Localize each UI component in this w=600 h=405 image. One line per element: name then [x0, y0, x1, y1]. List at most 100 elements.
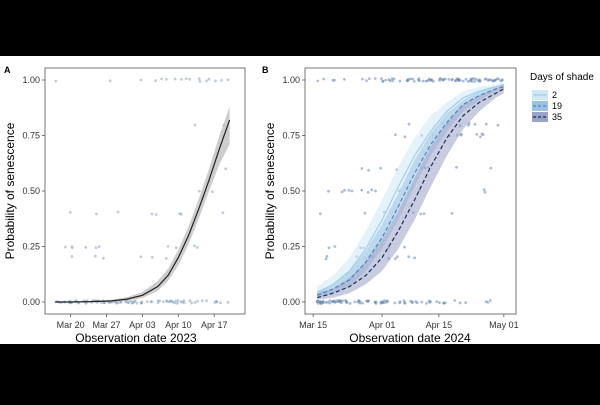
chart_data-1-data-point [367, 168, 370, 172]
chart_data-0-data-point [198, 80, 202, 83]
chart_data-1-data-point [347, 188, 351, 192]
chart_data-0-data-point [197, 189, 201, 193]
chart_data-1-data-point [464, 77, 468, 81]
chart_data-0-data-point [190, 301, 194, 305]
chart_data-1-data-point [348, 302, 352, 305]
chart_data-0-data-point [205, 79, 208, 83]
chart_data-1-data-point [442, 77, 445, 81]
chart_data-1-data-point [422, 212, 426, 216]
chart_data-1-data-point [321, 299, 325, 303]
chart_data-0-data-point [156, 299, 160, 303]
chart_data-1-data-point [337, 299, 341, 303]
chart_data-0-data-point [150, 212, 154, 216]
chart_data-1-data-point [361, 301, 364, 305]
chart_data-1-data-point [473, 80, 476, 83]
panel-b-x-axis-title: Observation date 2024 [349, 331, 471, 345]
chart_data-0-data-point [94, 246, 98, 250]
chart_data-0-x-tick-label: Apr 10 [165, 320, 192, 330]
chart_data-1-x-tick-label: Apr 01 [369, 320, 396, 330]
chart_data-1-data-point [481, 133, 485, 137]
chart_data-0-data-point [173, 301, 177, 305]
chart_data-1-data-point [413, 256, 416, 260]
chart_data-1-data-point [438, 79, 441, 82]
panel-a-x-axis-title: Observation date 2023 [75, 331, 197, 345]
panel-b-line-2 [316, 83, 504, 294]
chart_data-0-data-point [100, 301, 103, 304]
chart_data-1-data-point [318, 212, 322, 216]
chart_data-1-data-point [499, 79, 503, 83]
chart_data-1-data-point [402, 299, 406, 303]
chart_data-0-data-point [195, 246, 199, 249]
chart_data-1-data-point [484, 122, 488, 126]
chart_data-0-data-point [224, 167, 228, 171]
chart_data-1-data-point [429, 300, 432, 303]
chart_data-0-data-point [140, 301, 143, 304]
chart_data-1-data-point [393, 301, 397, 305]
chart_data-1-data-point [360, 167, 364, 170]
chart_data-0-data-point [162, 300, 165, 304]
chart_data-1-data-point [416, 78, 420, 82]
chart_data-0-data-point [164, 77, 168, 81]
chart_data-0-data-point [95, 212, 98, 216]
chart_data-0-data-point [54, 79, 58, 83]
chart_data-1-data-point [398, 79, 402, 83]
chart_data-0-data-point [200, 299, 204, 303]
chart_data-1-data-point [356, 300, 360, 304]
chart_data-1-data-point [387, 78, 391, 81]
chart_data-1-data-point [438, 301, 441, 304]
chart_data-0-data-point [221, 211, 225, 215]
chart_data-0-data-point [131, 300, 135, 304]
chart_data-1-y-tick-label: 1.00 [282, 75, 300, 85]
chart_data-1-data-point [497, 77, 501, 81]
chart_data-0-data-point [188, 77, 192, 81]
legend-title: Days of shade [530, 72, 594, 83]
chart_data-1-data-point [407, 122, 411, 126]
chart_data-1-data-point [421, 79, 425, 83]
chart_data-0-data-point [207, 77, 211, 81]
chart_data-1-data-point [483, 190, 487, 194]
chart_data-1-data-point [373, 77, 377, 80]
panel-b-label: B [262, 65, 269, 75]
chart_data-1-x-tick-label: Mar 15 [299, 320, 327, 330]
chart_data-0-data-point [176, 299, 180, 303]
chart_data-1-y-tick-label: 0.25 [282, 242, 300, 252]
chart_data-0-data-point [154, 213, 158, 216]
chart_data-0-data-point [116, 210, 120, 214]
chart_data-1-data-point [365, 79, 368, 82]
chart_data-0-data-point [164, 257, 168, 260]
chart_data-0-data-point [173, 77, 177, 81]
chart_data-1-data-point [340, 190, 344, 194]
chart_data-0-data-point [150, 255, 154, 259]
chart_data-1-data-point [398, 301, 402, 305]
chart_data-0-data-point [169, 299, 173, 303]
chart_data-1-data-point [358, 301, 362, 305]
chart_data-0-x-tick-label: Apr 17 [201, 320, 228, 330]
chart_data-0-data-point [220, 79, 224, 82]
chart_data-1-data-point [392, 77, 396, 81]
chart_data-0-data-point [214, 300, 218, 303]
chart_data-0-data-point [196, 299, 200, 303]
chart_data-1-data-point [403, 245, 406, 249]
chart_data-1-data-point [324, 257, 328, 261]
chart_data-1-data-point [327, 189, 330, 193]
chart_data-1-data-point [328, 301, 332, 305]
panel-b-x-ticks: Mar 15 Apr 01 Apr 15 May 01 [299, 314, 519, 330]
chart_data-0-x-tick-label: Mar 20 [57, 320, 85, 330]
chart_data-1-data-point [363, 211, 367, 215]
panel-a: A Probability of senescence Observation … [3, 65, 246, 345]
chart_data-0-data-point [226, 78, 230, 82]
chart_data-1-data-point [379, 166, 382, 170]
chart_data-1-data-point [455, 165, 458, 169]
chart_data-0-y-tick-label: 0.25 [22, 242, 40, 252]
chart_data-0-data-point [84, 246, 88, 249]
legend-label-35: 35 [552, 112, 562, 122]
chart_data-1-x-tick-label: May 01 [489, 320, 519, 330]
chart_data-1-data-point [450, 77, 454, 81]
panel-a-y-axis-title: Probability of senescence [3, 122, 17, 259]
chart_data-1-data-point [472, 77, 476, 80]
chart_data-1-data-point [361, 77, 364, 81]
panel-a-plot-area [44, 67, 246, 315]
chart_data-1-data-point [473, 122, 477, 126]
